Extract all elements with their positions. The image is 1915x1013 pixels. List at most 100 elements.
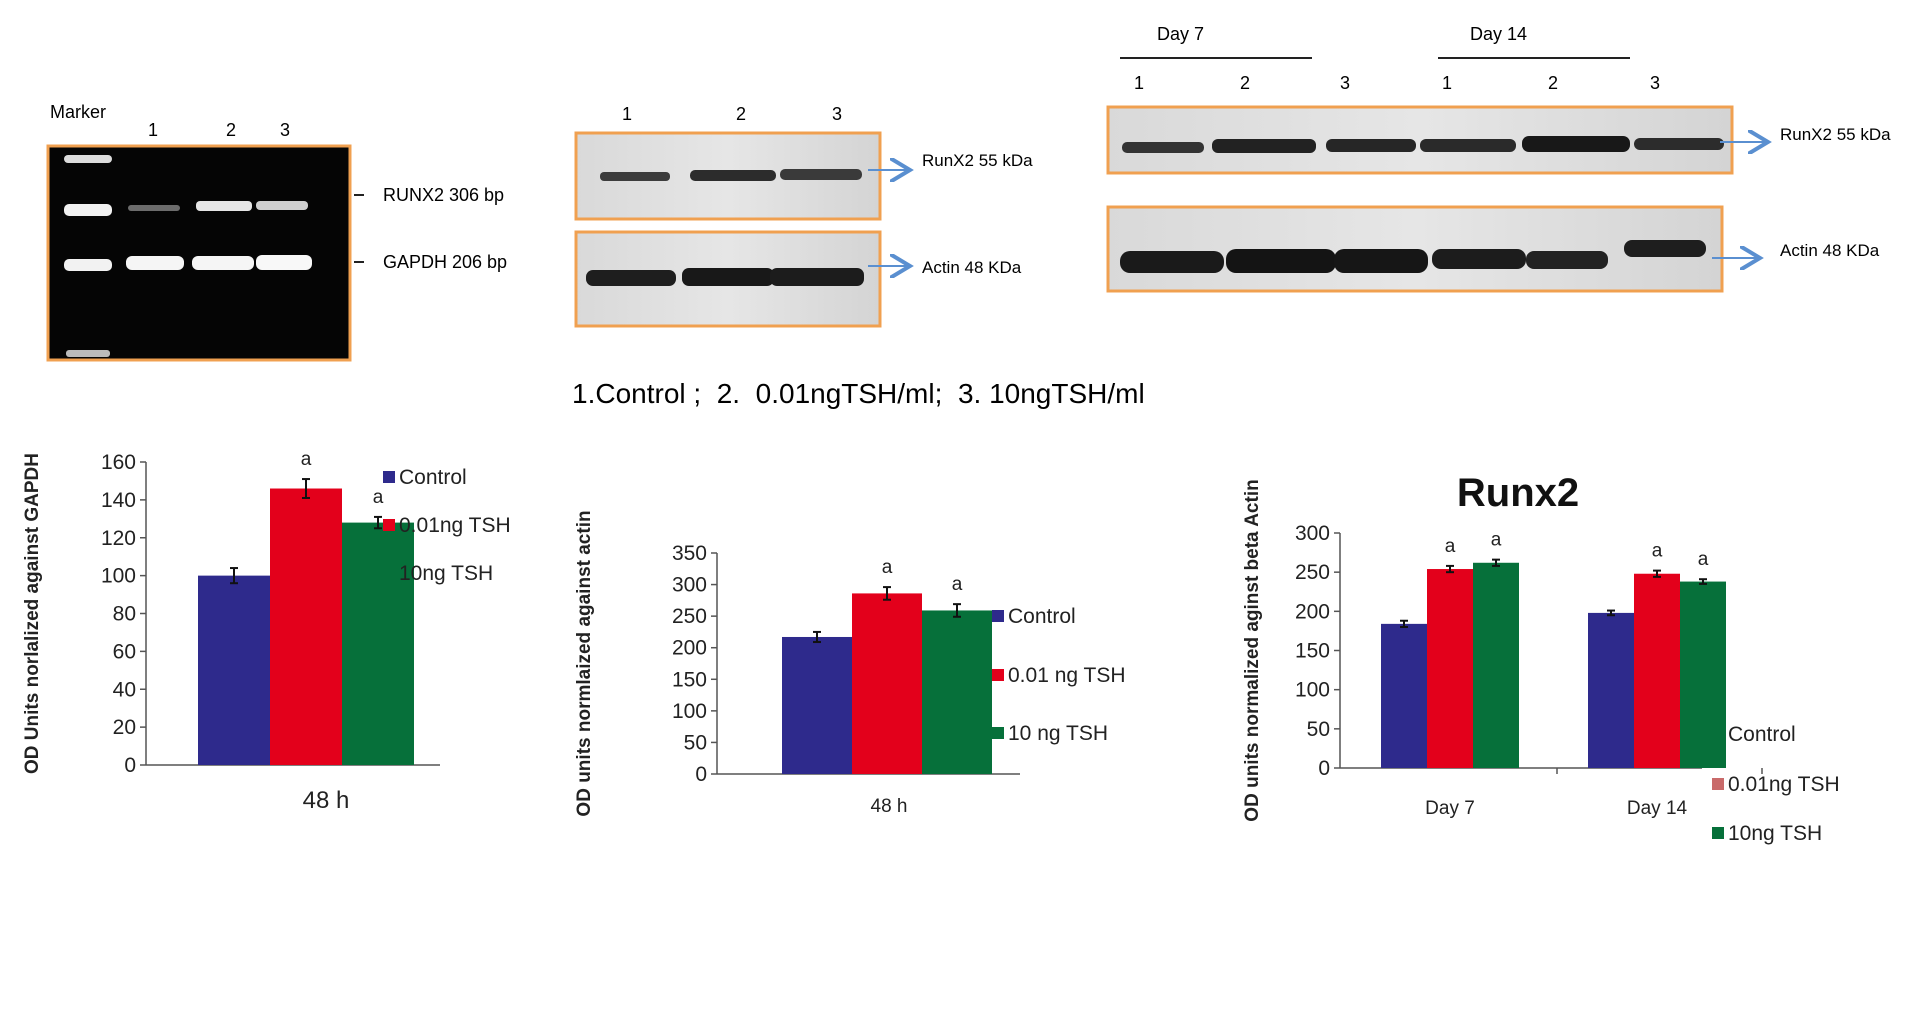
blot48-lane-3: 3 [832, 104, 842, 124]
blot-band [1526, 251, 1608, 269]
gel-band [256, 255, 312, 270]
legend-label: Control [399, 466, 467, 489]
blotdays-lane: 1 [1442, 73, 1452, 93]
blot-band [690, 170, 776, 181]
blot-band [1634, 138, 1724, 150]
y-tick-label: 150 [1295, 640, 1330, 663]
gel-lane-1: 1 [148, 120, 158, 140]
blotdays-lane: 3 [1340, 73, 1350, 93]
significance-label: a [952, 574, 963, 595]
y-tick-label: 100 [1295, 679, 1330, 702]
legend-swatch [383, 567, 395, 579]
y-axis-label: OD units normlaized against actin [574, 510, 595, 816]
blot-band [1624, 240, 1706, 257]
legend-label: 0.01ng TSH [1728, 773, 1840, 796]
bar [852, 593, 922, 774]
gel-band [126, 256, 184, 270]
blot48-lane-2: 2 [736, 104, 746, 124]
legend-swatch [992, 669, 1004, 681]
chart-gapdh-48h: 0 20 40 60 80 100 120 140 160 a a 48 h OD Units norl… [22, 449, 511, 814]
bar [782, 636, 852, 774]
legend-label: 10ng TSH [1728, 822, 1822, 845]
blotdays-lane: 2 [1548, 73, 1558, 93]
y-tick-label: 120 [101, 527, 136, 550]
y-tick-label: 80 [113, 603, 136, 626]
legend-swatch [383, 519, 395, 531]
bar [1680, 581, 1726, 768]
bar [198, 575, 270, 765]
gel-gapdh-label: GAPDH 206 bp [383, 252, 507, 272]
bar [1427, 569, 1473, 768]
y-tick-label: 350 [672, 542, 707, 565]
blotdays-lane: 3 [1650, 73, 1660, 93]
y-tick-label: 250 [1295, 561, 1330, 584]
y-tick-label: 250 [672, 605, 707, 628]
gel-lane-3: 3 [280, 120, 290, 140]
blot48-actin-label: Actin 48 KDa [922, 258, 1022, 277]
blotdays-runx2-label: RunX2 55 kDa [1780, 125, 1891, 144]
gel-band [64, 155, 112, 163]
bar [922, 610, 992, 774]
bar [270, 488, 342, 765]
blot-band [600, 172, 670, 181]
gel-band [196, 201, 252, 211]
y-tick-label: 150 [672, 668, 707, 691]
blotdays-lane: 2 [1240, 73, 1250, 93]
blot-band [586, 270, 676, 286]
blots-area: Marker 1 2 3 RUNX2 306 bp GAPDH 206 bp 1… [46, 24, 1891, 409]
blot48-runx2-label: RunX2 55 kDa [922, 151, 1033, 170]
gel-band [256, 201, 308, 210]
y-tick-label: 40 [113, 678, 136, 701]
x-axis-label: 48 h [303, 787, 350, 814]
y-tick-label: 0 [695, 763, 707, 786]
y-tick-label: 0 [124, 754, 136, 777]
legend-label: 0.01 ng TSH [1008, 664, 1126, 687]
gel-lane-2: 2 [226, 120, 236, 140]
blot-band [1432, 249, 1526, 269]
x-axis-label: 48 h [871, 796, 908, 817]
blot-band [780, 169, 862, 180]
gel-band [66, 350, 110, 357]
significance-label: a [1445, 536, 1456, 557]
y-tick-label: 50 [1307, 718, 1330, 741]
blot-band [1122, 142, 1204, 153]
y-tick-label: 60 [113, 640, 136, 663]
significance-label: a [882, 557, 893, 578]
gel-runx2-label: RUNX2 306 bp [383, 185, 504, 205]
legend-label: 10ng TSH [399, 562, 493, 585]
bar [1588, 612, 1634, 768]
legend-label: Control [1008, 605, 1076, 628]
bar [342, 522, 414, 765]
legend-label: 0.01ng TSH [399, 514, 511, 537]
legend-swatch [1712, 778, 1724, 790]
y-tick-label: 300 [672, 574, 707, 597]
significance-label: a [1652, 541, 1663, 562]
legend-label: 10 ng TSH [1008, 722, 1108, 745]
gel-band [128, 205, 180, 211]
blot-band [1326, 139, 1416, 152]
significance-label: a [1698, 549, 1709, 570]
legend-swatch [1712, 728, 1724, 740]
legend-swatch [992, 727, 1004, 739]
chart-title: Runx2 [1457, 471, 1579, 515]
y-tick-label: 20 [113, 716, 136, 739]
gel-band [64, 259, 112, 271]
legend-label: Control [1728, 723, 1796, 746]
blotdays-day7: Day 7 [1157, 24, 1204, 44]
blot-band [770, 268, 864, 286]
y-tick-label: 50 [684, 731, 707, 754]
legend-swatch [1712, 827, 1724, 839]
y-tick-label: 200 [1295, 600, 1330, 623]
y-axis-label: OD Units norlalized against GAPDH [22, 453, 43, 774]
bar [1634, 573, 1680, 768]
blotdays-lane: 1 [1134, 73, 1144, 93]
y-tick-label: 140 [101, 489, 136, 512]
bar [1473, 562, 1519, 768]
bar [1381, 623, 1427, 768]
x-category-label: Day 14 [1627, 798, 1688, 819]
chart-actin-48h: 0 50 100 150 200 250 300 350 a a 48 h OD units norm… [574, 510, 1126, 817]
blotdays-day14: Day 14 [1470, 24, 1527, 44]
significance-label: a [301, 449, 312, 470]
blot-band [1120, 251, 1224, 273]
gel-band [64, 204, 112, 216]
